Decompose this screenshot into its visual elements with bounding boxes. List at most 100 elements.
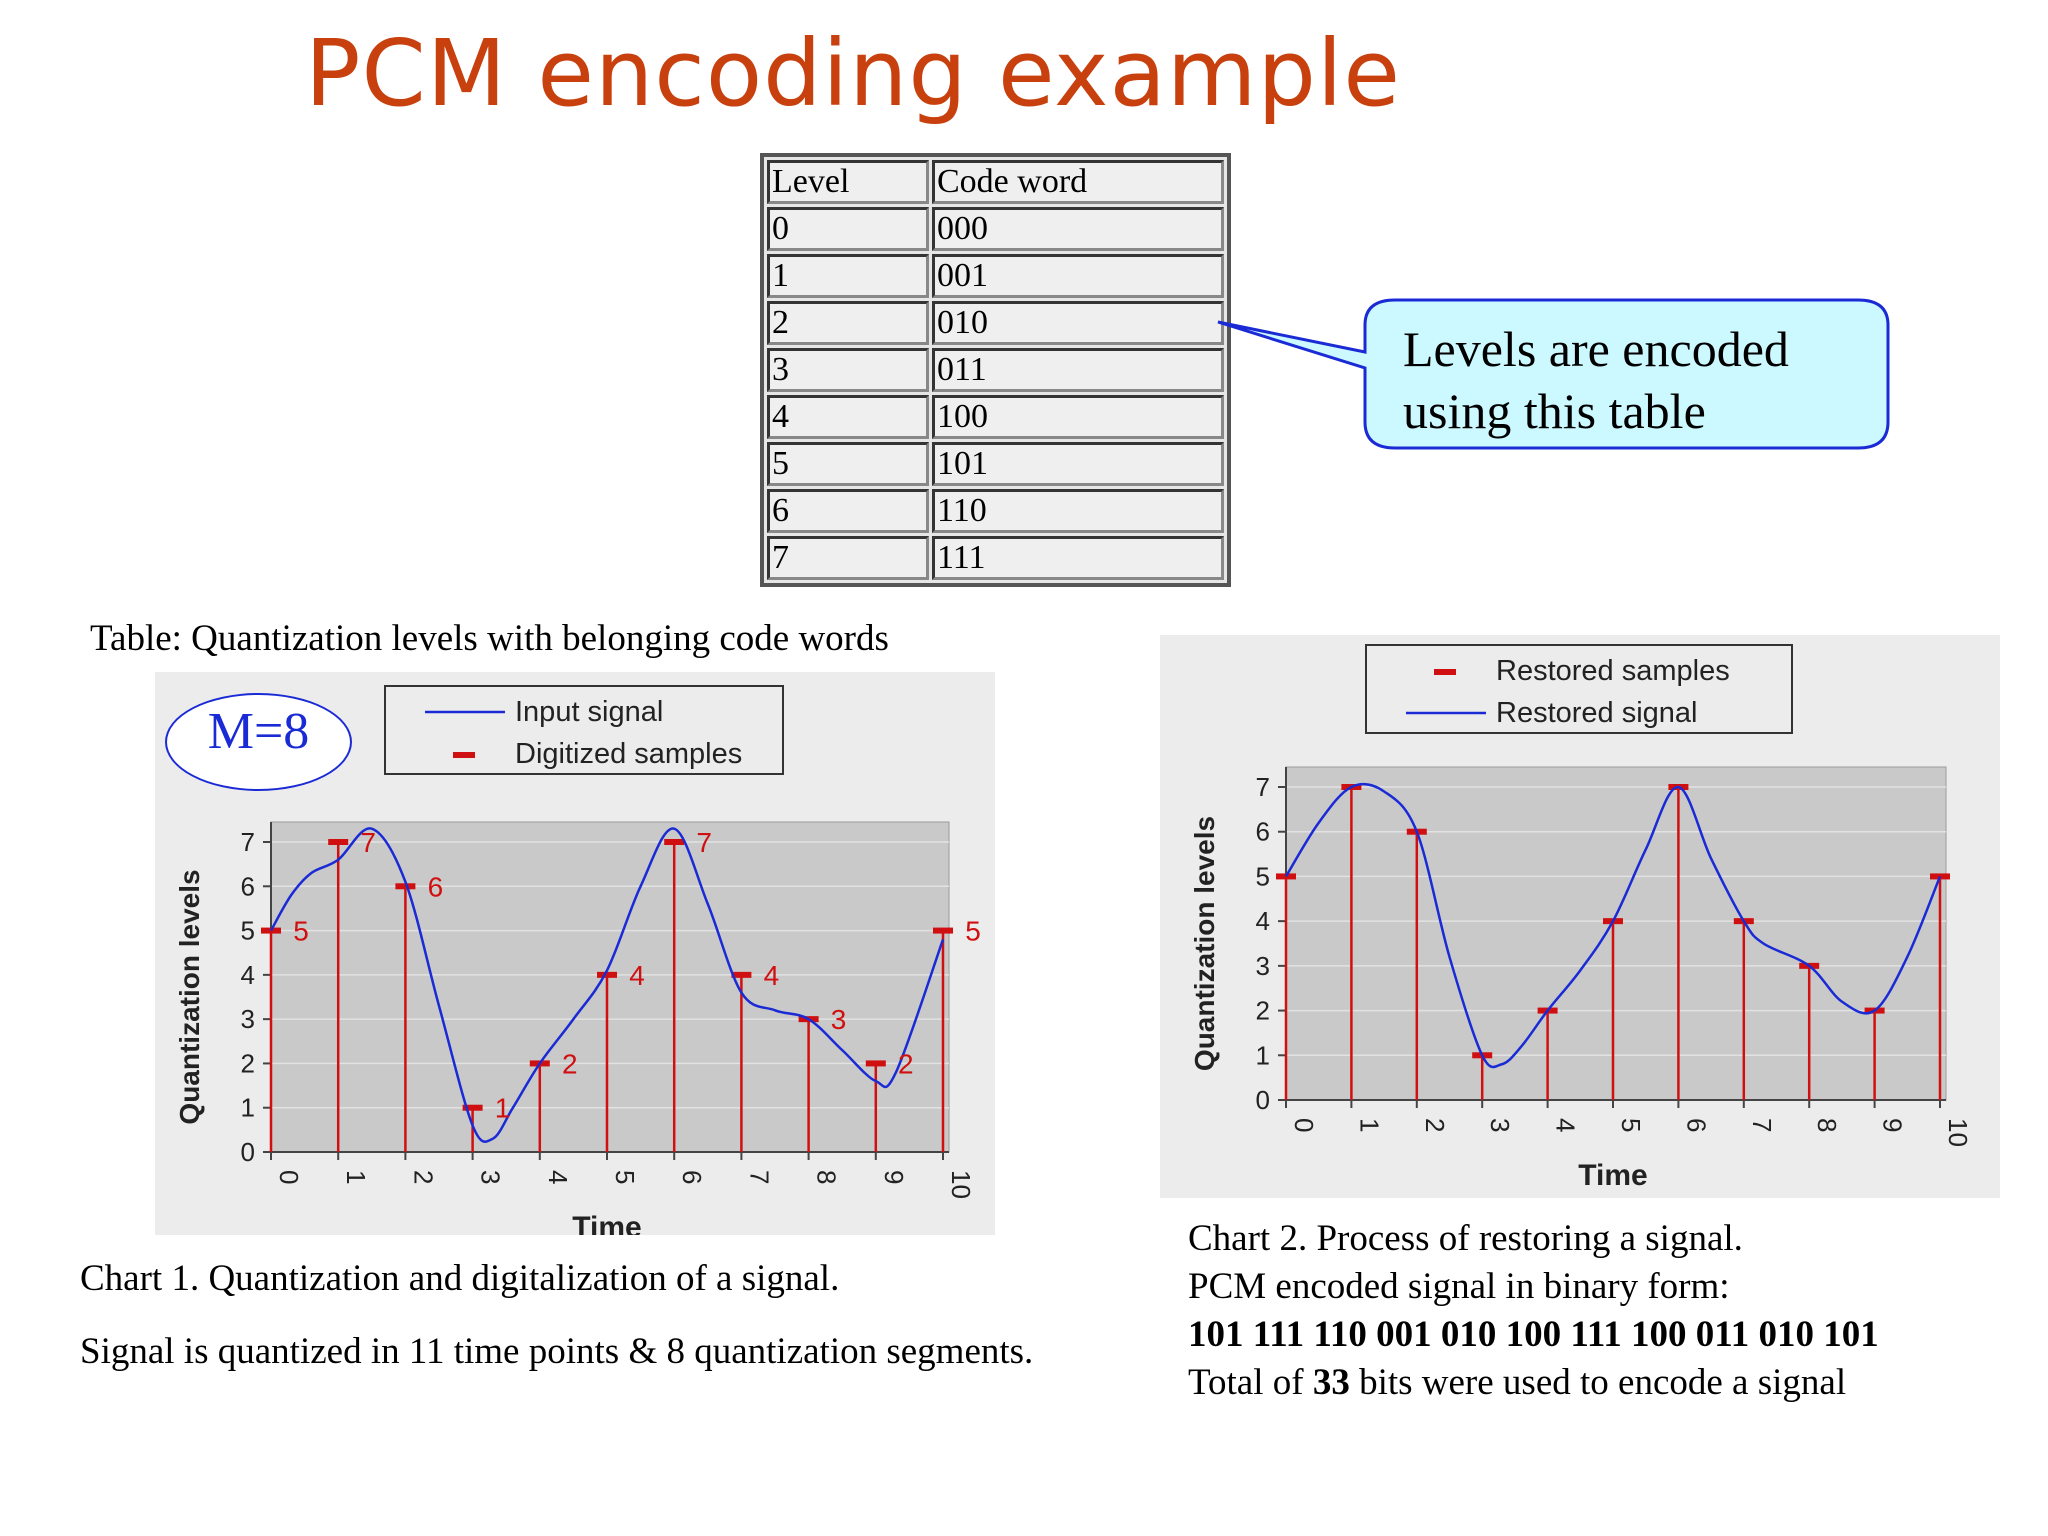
y-tick-label: 0: [1256, 1085, 1270, 1115]
table-row: 1 001: [767, 254, 1224, 298]
y-tick-label: 7: [241, 827, 255, 857]
y-tick-label: 4: [241, 960, 255, 990]
total-bits-prefix: Total of: [1188, 1362, 1313, 1403]
x-tick-label: 1: [1354, 1118, 1384, 1132]
x-tick-label: 5: [610, 1170, 640, 1184]
sample-value-label: 5: [293, 916, 309, 947]
x-tick-label: 2: [1420, 1118, 1450, 1132]
x-tick-label: 9: [1878, 1118, 1908, 1132]
x-axis-title: Time: [1578, 1159, 1647, 1192]
level-cell: 6: [767, 489, 929, 533]
y-tick-label: 3: [241, 1004, 255, 1034]
table-row: 7 111: [767, 536, 1224, 580]
x-tick-label: 6: [1681, 1118, 1711, 1132]
y-tick-label: 1: [241, 1093, 255, 1123]
plot-area: [1285, 766, 1947, 1101]
binary-code-sequence: 101 111 110 001 010 100 111 100 011 010 …: [1188, 1314, 1879, 1355]
slide-title: PCM encoding example: [305, 20, 1402, 127]
y-axis-title: Quantization levels: [1189, 816, 1220, 1071]
callout-text: Levels are encoded using this table: [1403, 318, 1883, 442]
table-row: 5 101: [767, 442, 1224, 486]
level-cell: 2: [767, 301, 929, 345]
y-axis-title: Quantization levels: [174, 869, 205, 1124]
sample-marker: [597, 971, 617, 978]
y-tick-label: 7: [1256, 772, 1270, 802]
legend-label: Digitized samples: [515, 738, 742, 770]
x-tick-label: 10: [946, 1170, 976, 1199]
sample-value-label: 5: [965, 916, 981, 947]
table-caption: Table: Quantization levels with belongin…: [90, 618, 889, 659]
sample-value-label: 2: [898, 1048, 914, 1079]
x-tick-label: 9: [879, 1170, 909, 1184]
x-tick-label: 4: [1551, 1118, 1581, 1132]
sample-value-label: 7: [360, 827, 376, 858]
sample-value-label: 3: [831, 1004, 847, 1035]
x-tick-label: 7: [1747, 1118, 1777, 1132]
table-row: 6 110: [767, 489, 1224, 533]
level-cell: 5: [767, 442, 929, 486]
sample-marker: [1276, 873, 1296, 880]
legend-box: [384, 685, 784, 775]
callout-line-1: Levels are encoded: [1403, 321, 1789, 377]
sample-value-label: 1: [495, 1093, 511, 1124]
code-word-cell: 110: [932, 489, 1224, 533]
level-cell: 3: [767, 348, 929, 392]
chart-2-caption-line-1: Chart 2. Process of restoring a signal.: [1188, 1218, 1743, 1259]
y-tick-label: 2: [241, 1048, 255, 1078]
callout-line-2: using this table: [1403, 383, 1706, 439]
code-word-cell: 101: [932, 442, 1224, 486]
x-tick-label: 4: [543, 1170, 573, 1184]
x-tick-label: 6: [677, 1170, 707, 1184]
y-tick-label: 3: [1256, 951, 1270, 981]
legend-box: [1365, 644, 1793, 734]
chart-1: 0 1 2 3 4 5 6 7 0 1 2 3 4 5 6 7 8 9 10 Time Quantization lev…: [174, 685, 981, 1235]
sample-marker: [865, 1060, 886, 1067]
level-cell: 4: [767, 395, 929, 439]
sample-value-label: 2: [562, 1048, 578, 1079]
plot-area: [270, 821, 950, 1153]
code-table-body: Level Code word 0 000 1 001 2 010 3 011 4 100 5 101 6 1…: [767, 160, 1224, 580]
y-tick-label: 2: [1256, 996, 1270, 1026]
chart-1-caption: Chart 1. Quantization and digitalization…: [80, 1258, 840, 1299]
signal-curve: [269, 827, 945, 1143]
legend-label: Restored signal: [1496, 697, 1698, 729]
x-tick-label: 1: [341, 1170, 371, 1184]
code-word-cell: 011: [932, 348, 1224, 392]
table-row: 4 100: [767, 395, 1224, 439]
x-tick-label: 8: [812, 1170, 842, 1184]
code-word-cell: 001: [932, 254, 1224, 298]
sample-marker: [395, 883, 416, 890]
sample-marker: [731, 971, 752, 978]
chart-1-note: Signal is quantized in 11 time points & …: [80, 1331, 1034, 1372]
chart-2-caption-line-2: PCM encoded signal in binary form:: [1188, 1266, 1730, 1307]
sample-marker: [933, 927, 953, 934]
legend-label: Restored samples: [1496, 655, 1730, 687]
x-tick-label: 8: [1812, 1118, 1842, 1132]
sample-value-label: 7: [696, 827, 712, 858]
y-tick-label: 5: [1256, 861, 1270, 891]
sample-value-label: 6: [428, 871, 444, 902]
table-row: 2 010: [767, 301, 1224, 345]
y-tick-label: 5: [241, 916, 255, 946]
code-word-table: Level Code word 0 000 1 001 2 010 3 011 4 100 5 101 6 1…: [760, 153, 1231, 587]
x-tick-label: 0: [1289, 1118, 1319, 1132]
table-header-row: Level Code word: [767, 160, 1224, 204]
chart-2-caption: Chart 2. Process of restoring a signal. …: [1188, 1215, 1879, 1407]
sample-marker: [462, 1104, 483, 1111]
sample-marker: [664, 839, 685, 845]
y-tick-label: 6: [1256, 817, 1270, 847]
table-row: 3 011: [767, 348, 1224, 392]
sample-marker: [328, 839, 349, 845]
total-bits-count: 33: [1312, 1362, 1350, 1403]
legend-label: Input signal: [515, 696, 663, 728]
y-tick-label: 0: [241, 1137, 255, 1167]
y-tick-label: 4: [1256, 906, 1270, 936]
signal-curve: [1284, 782, 1942, 1069]
total-bits-suffix: bits were used to encode a signal: [1349, 1362, 1847, 1403]
code-word-cell: 111: [932, 536, 1224, 580]
header-code-word: Code word: [932, 160, 1224, 204]
x-tick-label: 10: [1943, 1118, 1973, 1147]
chart-2-panel: 0 1 2 3 4 5 6 7 0 1 2 3 4 5 6 7 8 9 10 Time Quantization lev…: [1160, 635, 2000, 1198]
x-tick-label: 3: [476, 1170, 506, 1184]
